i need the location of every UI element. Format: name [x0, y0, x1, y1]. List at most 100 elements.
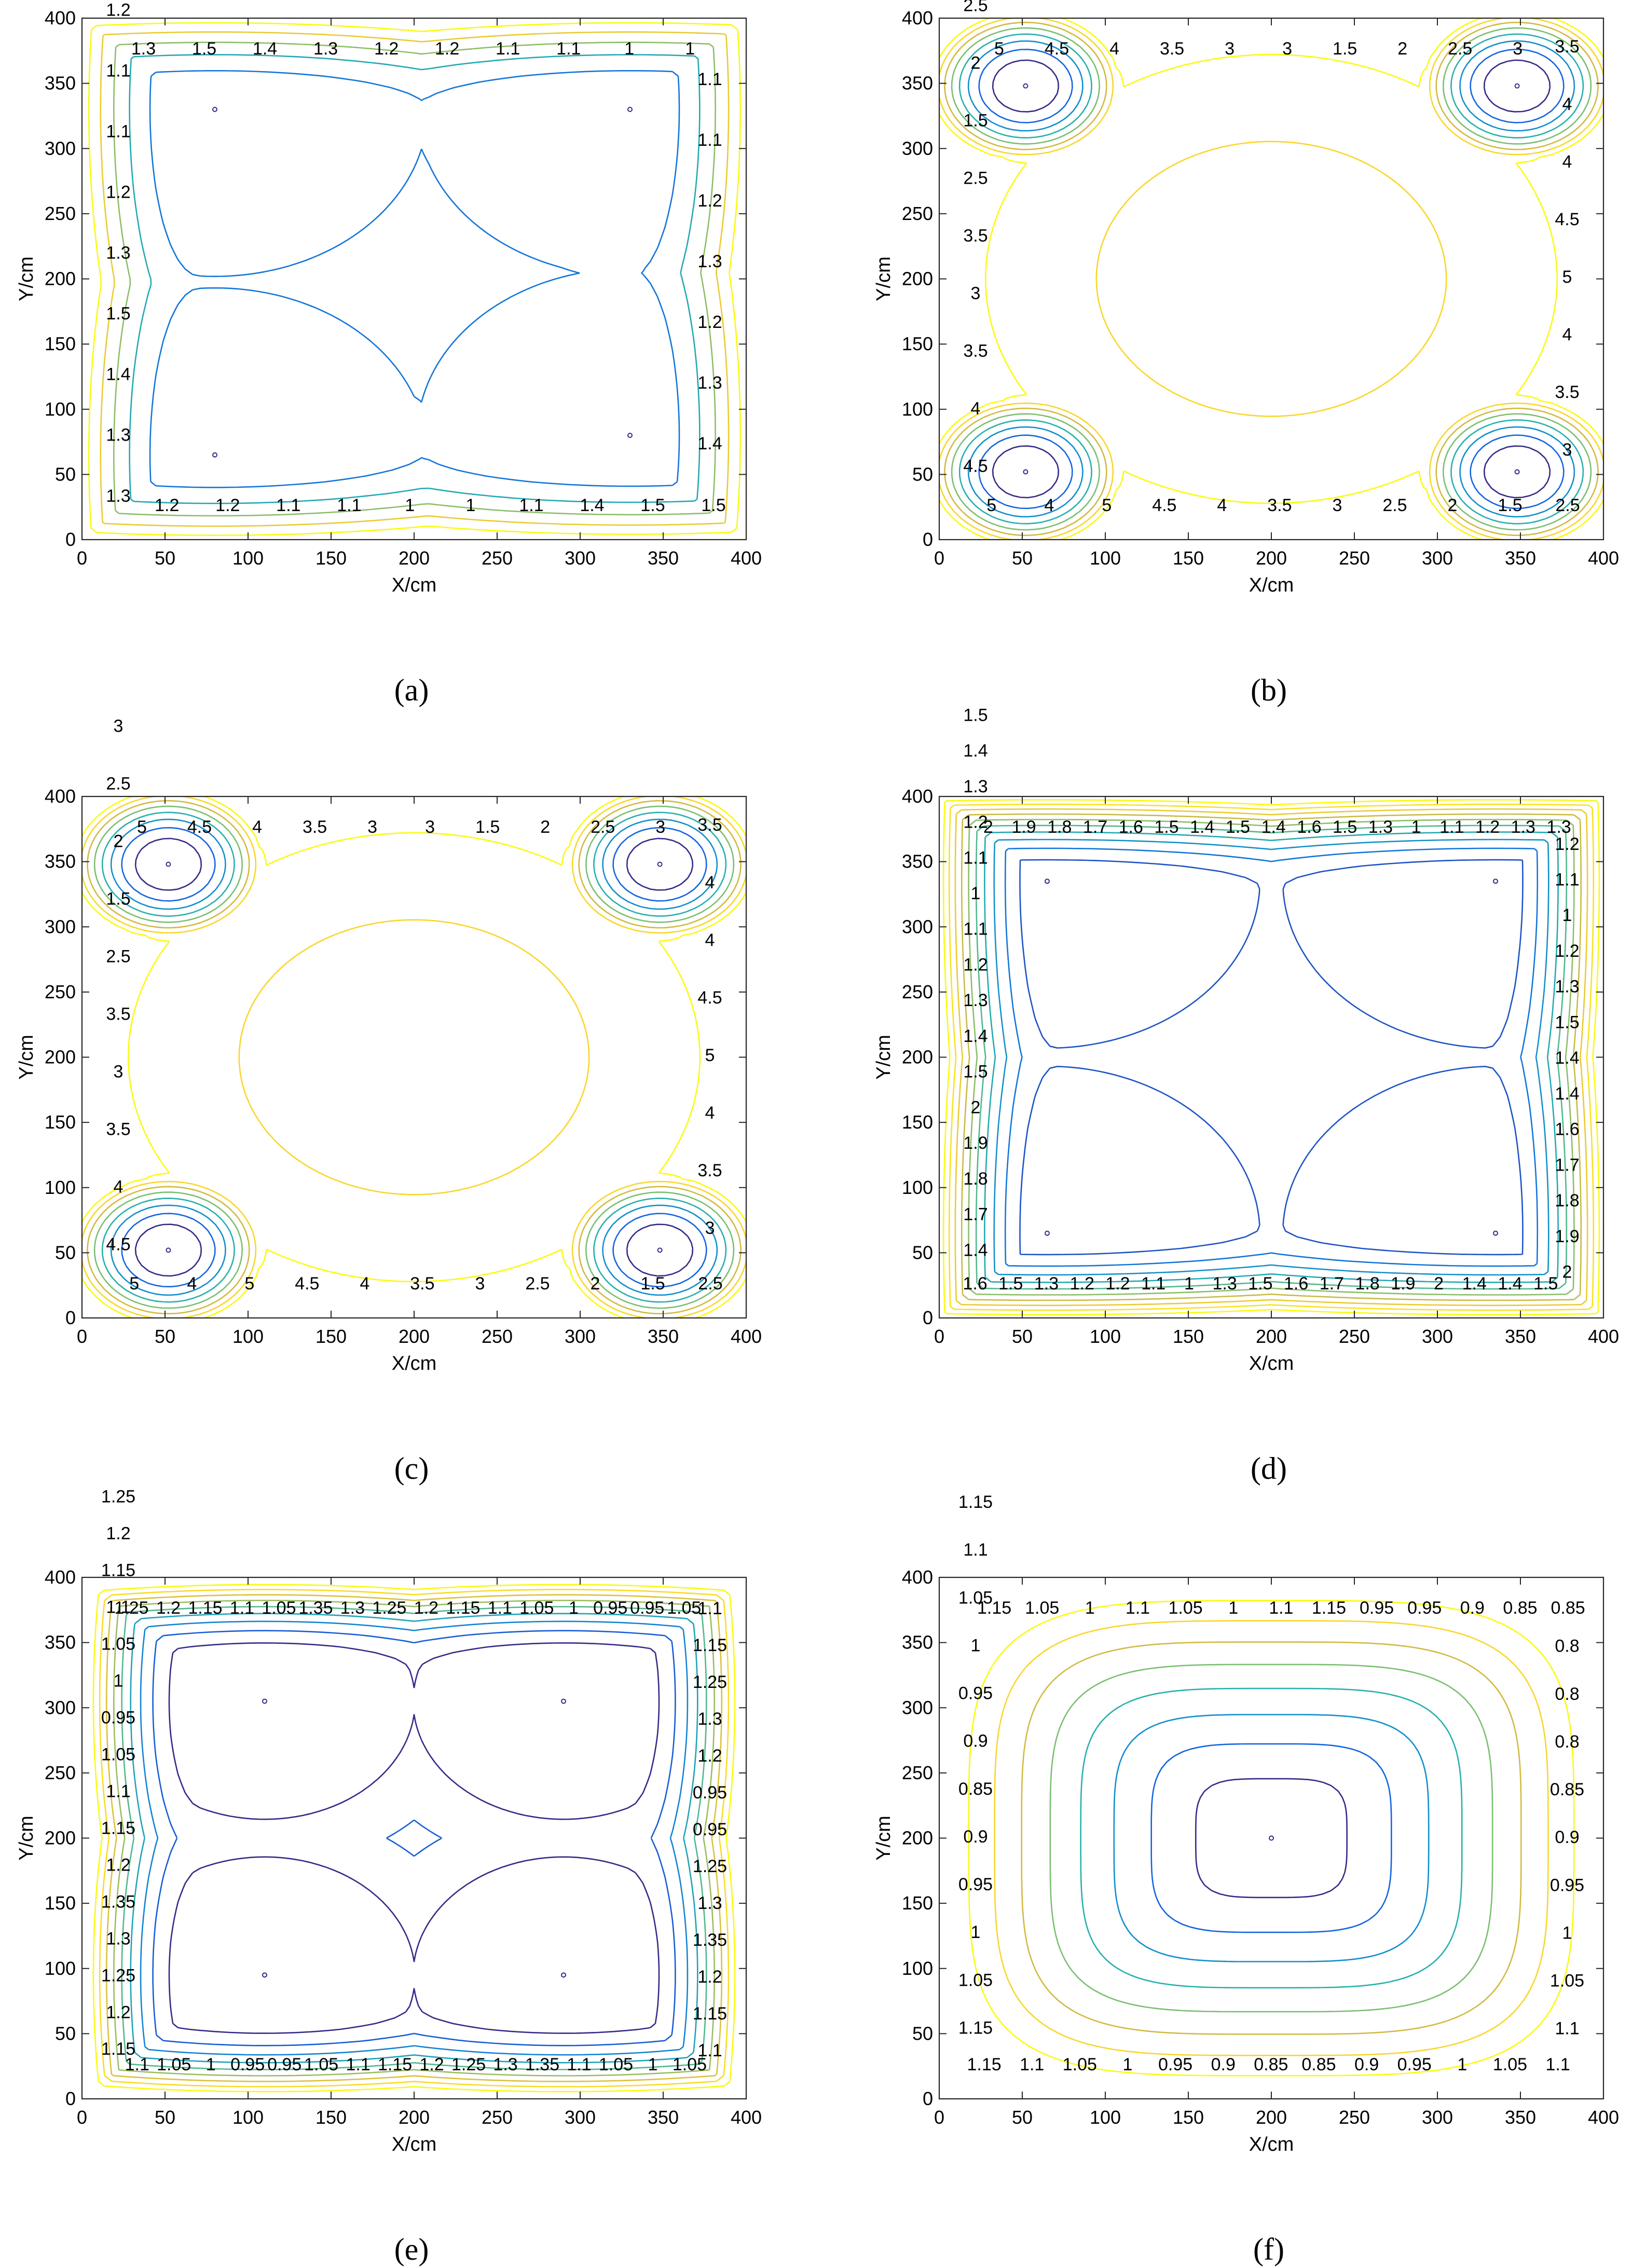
contour-label: 2.5: [106, 947, 130, 967]
x-tick-label: 0: [934, 1326, 944, 1347]
contour-label: 3: [425, 817, 435, 837]
minimum-marker: [166, 1247, 171, 1253]
minimum-marker: [212, 106, 217, 112]
y-tick-label: 0: [65, 529, 76, 550]
y-tick-label: 0: [923, 2088, 933, 2109]
minimum-marker: [1514, 469, 1520, 475]
contour-label: 2.5: [698, 1274, 722, 1294]
panel-caption: (d): [1251, 1451, 1287, 1486]
contour-label: 1.8: [1555, 1191, 1579, 1211]
contour-line-1_5: [992, 59, 1551, 499]
contour-label: 4: [1562, 325, 1572, 345]
contour-label: 2: [540, 817, 550, 837]
contour-label: 2: [983, 817, 993, 837]
contour-line-1_2: [1004, 847, 1539, 1267]
contour-line-1: [152, 1630, 676, 2046]
contour-label: 1.1: [1545, 2055, 1570, 2074]
contour-line-1_5: [975, 824, 1568, 1290]
contour-label: 3: [475, 1274, 485, 1294]
contour-label: 3: [114, 1062, 124, 1082]
contour-label: 1: [971, 1635, 981, 1655]
y-tick-label: 350: [45, 1632, 76, 1653]
contour-label: 0.95: [693, 1783, 727, 1803]
contour-label: 1.4: [1462, 1274, 1487, 1294]
contour-label: 1.1: [496, 39, 520, 59]
x-tick-label: 200: [1256, 2107, 1287, 2128]
contour-label: 1.2: [106, 1855, 130, 1875]
x-tick-label: 400: [1588, 2107, 1619, 2128]
contour-label: 1.2: [215, 496, 240, 515]
contour-label: 4.5: [1152, 496, 1176, 515]
contour-label: 4: [971, 399, 981, 419]
contour-label: 1.15: [188, 1598, 222, 1618]
y-tick-label: 350: [45, 851, 76, 872]
contour-label: 0.95: [693, 1820, 727, 1839]
x-tick-label: 150: [1173, 2107, 1204, 2128]
contour-line-1_15: [121, 1606, 707, 2070]
contour-line-2_5: [110, 818, 718, 1296]
contour-label: 1.1: [567, 2055, 591, 2074]
y-axis-title: Y/cm: [16, 256, 37, 301]
panel-caption: (a): [394, 673, 429, 707]
contour-label: 1.05: [673, 2055, 707, 2074]
minimum-marker: [1493, 878, 1498, 884]
y-tick-label: 400: [45, 786, 76, 807]
contour-label: 1.15: [693, 1635, 727, 1655]
contour-label: 0.95: [593, 1598, 627, 1618]
contour-label: 1.8: [963, 1169, 988, 1189]
contour-label: 1.6: [1555, 1120, 1579, 1139]
contour-label: 1.5: [701, 496, 725, 515]
contour-label: 1.2: [1555, 834, 1579, 854]
contour-label: 1.1: [1126, 1598, 1150, 1618]
x-tick-label: 250: [482, 2107, 513, 2128]
minimum-marker: [1045, 878, 1050, 884]
contour-line-2_5: [967, 40, 1575, 518]
contour-label: 1.4: [1261, 817, 1286, 837]
contour-label: 1.2: [106, 2002, 130, 2022]
contour-label: 1.2: [1555, 941, 1579, 961]
contour-label: 1.1: [1269, 1598, 1293, 1618]
contour-line-3_5: [951, 27, 1592, 531]
x-axis-title: X/cm: [392, 2134, 437, 2155]
minimum-marker: [1493, 1230, 1498, 1236]
contour-label: 1.4: [580, 496, 604, 515]
contour-line-4: [87, 800, 742, 1315]
contour-label: 1.3: [106, 486, 130, 506]
contour-label: 1.1: [519, 496, 543, 515]
x-tick-label: 0: [77, 547, 87, 569]
contour-label: 1.2: [374, 39, 399, 59]
contour-line-0_9: [1113, 1714, 1430, 1962]
x-tick-label: 50: [1012, 547, 1033, 569]
x-tick-label: 350: [1505, 547, 1536, 569]
contour-line-1_1: [130, 1613, 698, 2064]
x-tick-label: 50: [1012, 2107, 1033, 2128]
x-tick-label: 300: [1422, 1326, 1453, 1347]
contour-label: 1.25: [101, 1487, 135, 1506]
x-tick-label: 250: [1339, 1326, 1370, 1347]
contour-label: 1.5: [640, 496, 665, 515]
contour-label: 1.5: [963, 1062, 988, 1082]
contour-label: 4: [705, 1103, 715, 1123]
x-tick-label: 150: [316, 547, 347, 569]
x-tick-label: 200: [399, 1326, 430, 1347]
contour-label: 3: [1513, 39, 1523, 59]
contour-label: 4.5: [187, 817, 212, 837]
contour-line-1_4: [100, 31, 730, 527]
minimum-marker: [561, 1698, 566, 1704]
contour-label: 1.1: [106, 1781, 130, 1801]
contour-label: 2.5: [963, 169, 988, 188]
contour-label: 0.9: [963, 1731, 988, 1751]
contour-label: 1.5: [106, 889, 130, 909]
contour-line-2: [978, 48, 1565, 510]
contour-line-1_25: [105, 1594, 723, 2082]
contour-label: 0.9: [1555, 1827, 1579, 1847]
contour-label: 2: [1434, 1274, 1444, 1294]
contour-label: 1.05: [1025, 1598, 1059, 1618]
contour-label: 1.35: [101, 1892, 135, 1912]
x-tick-label: 50: [155, 547, 175, 569]
contour-label: 3: [1562, 440, 1572, 460]
contour-label: 2.5: [963, 0, 988, 16]
contour-line-1: [1049, 1664, 1493, 2013]
contour-label: 1.3: [493, 2055, 517, 2074]
contour-label: 3: [367, 817, 377, 837]
